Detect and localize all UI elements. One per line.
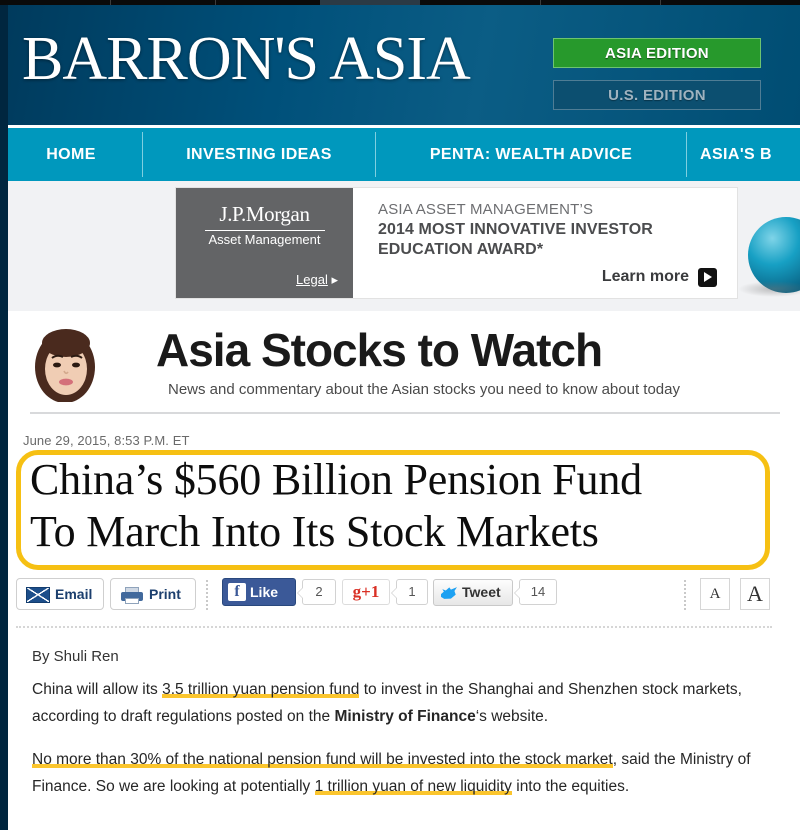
site-masthead: BARRON'S ASIA ASIA EDITION U.S. EDITION — [0, 5, 800, 125]
ad-headline-line1: ASIA ASSET MANAGEMENT’S — [378, 201, 594, 218]
ad-brand-panel: J.P.Morgan Asset Management Legal ▸ — [176, 188, 353, 298]
ad-legal-link[interactable]: Legal ▸ — [176, 272, 338, 288]
blog-header: Asia Stocks to Watch News and commentary… — [8, 311, 800, 421]
p1-text-b: to invest in the Shanghai and Shenzhen s… — [32, 681, 742, 725]
p2-highlight-1: No more than 30% of the national pension… — [32, 751, 613, 768]
p1-ministry-of-finance-link[interactable]: Ministry of Finance — [334, 708, 476, 725]
twitter-bird-icon — [441, 587, 457, 599]
email-button-label: Email — [55, 586, 93, 602]
article-paragraph-2: No more than 30% of the national pension… — [32, 746, 772, 800]
article-timestamp: June 29, 2015, 8:53 P.M. ET — [23, 433, 190, 448]
font-size-increase-button[interactable]: A — [740, 578, 770, 610]
nav-item-penta-wealth-advice[interactable]: PENTA: WEALTH ADVICE — [429, 146, 633, 163]
avatar — [30, 325, 107, 402]
email-button[interactable]: Email — [16, 578, 104, 610]
font-size-decrease-button[interactable]: A — [700, 578, 730, 610]
p1-text-a: China will allow its — [32, 681, 163, 698]
nav-divider — [686, 132, 687, 177]
font-size-divider — [684, 580, 686, 610]
nav-item-asias-best[interactable]: ASIA'S B — [700, 146, 772, 163]
facebook-icon: f — [228, 583, 246, 601]
share-toolbar: Email Print f Like 2 g+1 1 Tweet 14 A A — [16, 578, 786, 616]
jpmorgan-logo-rule — [205, 230, 325, 231]
p1-text-c: ‘s website. — [475, 708, 549, 725]
twitter-tweet-button[interactable]: Tweet — [433, 579, 513, 606]
print-button[interactable]: Print — [110, 578, 196, 610]
left-rail — [0, 5, 8, 830]
ad-sphere-shadow — [738, 281, 800, 297]
nav-item-investing-ideas[interactable]: INVESTING IDEAS — [186, 146, 332, 163]
twitter-tweet-count: 14 — [514, 579, 557, 605]
nav-divider — [142, 132, 143, 177]
jpmorgan-logo: J.P.Morgan — [219, 202, 310, 226]
avatar-image — [30, 325, 107, 402]
print-button-label: Print — [149, 586, 181, 602]
primary-nav: HOME INVESTING IDEAS PENTA: WEALTH ADVIC… — [0, 128, 800, 181]
ad-headline-line2: 2014 MOST INNOVATIVE INVESTOR — [378, 221, 653, 238]
blog-header-divider — [30, 412, 780, 414]
article-body-divider — [16, 626, 772, 628]
facebook-like-button[interactable]: f Like — [222, 578, 296, 606]
headline-line-1: China’s $560 Billion Pension Fund — [30, 455, 642, 504]
edition-us-button[interactable]: U.S. EDITION — [553, 80, 761, 110]
p2-text-b: into the equities. — [511, 778, 630, 795]
headline-highlight-box — [16, 450, 770, 570]
article-headline[interactable]: China’s $560 Billion Pension Fund To Mar… — [30, 454, 770, 558]
ad-copy-panel: ASIA ASSET MANAGEMENT’S 2014 MOST INNOVA… — [353, 188, 737, 298]
article-byline: By Shuli Ren — [32, 648, 119, 665]
google-plus-button[interactable]: g+1 — [342, 579, 390, 605]
p2-highlight-2: 1 trillion yuan of new liquidity — [314, 778, 512, 795]
share-divider — [206, 580, 208, 610]
facebook-like-label: Like — [250, 584, 279, 600]
jpmorgan-logo-subtitle: Asset Management — [208, 232, 321, 247]
advertisement-band: J.P.Morgan Asset Management Legal ▸ ASIA… — [8, 181, 800, 311]
twitter-tweet-label: Tweet — [462, 584, 501, 600]
browser-tab-strip — [0, 0, 800, 5]
chevron-right-icon: ▸ — [331, 272, 338, 287]
nav-divider — [375, 132, 376, 177]
advertisement-unit[interactable]: J.P.Morgan Asset Management Legal ▸ ASIA… — [175, 187, 738, 299]
ad-legal-label: Legal — [296, 272, 328, 287]
play-icon[interactable] — [698, 268, 717, 287]
ad-headline-line3: EDUCATION AWARD* — [378, 241, 544, 258]
google-plus-count: 1 — [391, 579, 428, 605]
site-logo[interactable]: BARRON'S ASIA — [22, 25, 471, 93]
p1-highlight: 3.5 trillion yuan pension fund — [162, 681, 360, 698]
printer-icon — [120, 587, 144, 604]
ad-learn-more-label[interactable]: Learn more — [601, 268, 689, 285]
edition-asia-button[interactable]: ASIA EDITION — [553, 38, 761, 68]
p2-text-a: , said the Ministry of Finance. So we ar… — [32, 751, 751, 795]
blog-tagline: News and commentary about the Asian stoc… — [168, 381, 680, 398]
blog-title[interactable]: Asia Stocks to Watch — [156, 324, 603, 376]
article-paragraph-1: China will allow its 3.5 trillion yuan p… — [32, 676, 772, 730]
envelope-icon — [26, 587, 50, 603]
nav-item-home[interactable]: HOME — [46, 146, 96, 163]
facebook-like-count: 2 — [297, 579, 336, 605]
headline-line-2: To March Into Its Stock Markets — [30, 507, 599, 556]
